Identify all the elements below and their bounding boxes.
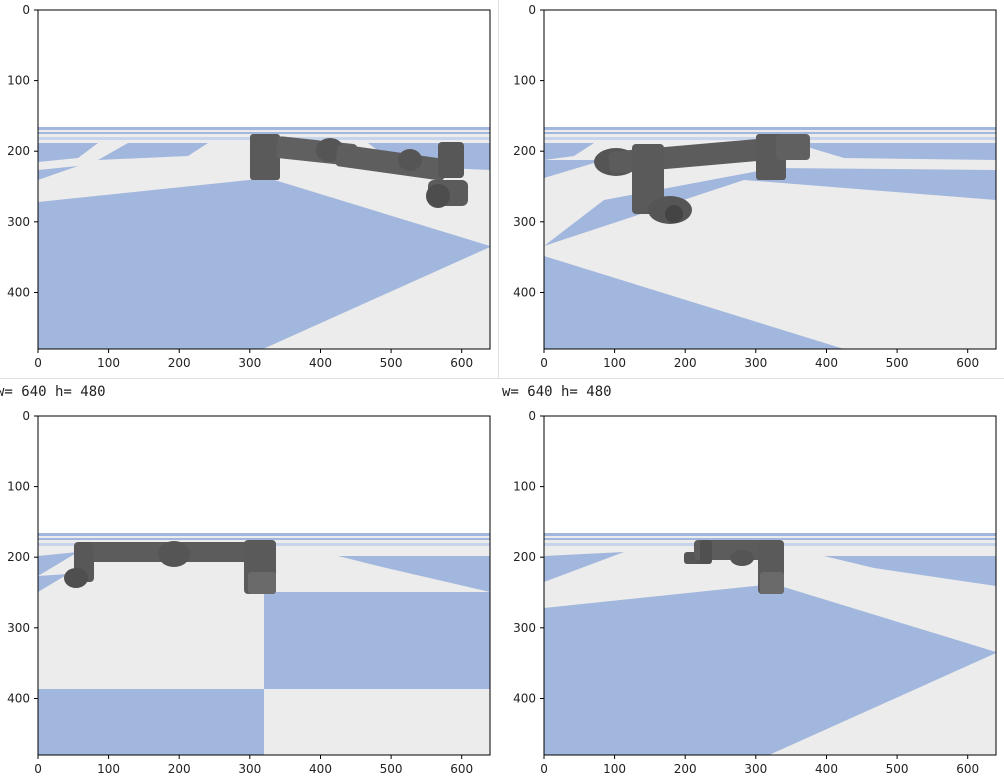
y-tick-label: 400 [7,286,30,300]
y-axis-ticks: 0 100 200 300 400 [7,409,38,706]
y-tick-label: 400 [7,692,30,706]
x-axis-ticks: 0 100 200 300 400 500 600 [34,349,473,370]
x-tick-label: 200 [674,356,697,370]
x-axis-ticks: 0 100 200 300 400 500 600 [34,755,473,776]
x-tick-label: 400 [309,762,332,776]
y-tick-label: 200 [7,144,30,158]
y-tick-label: 100 [7,480,30,494]
axes-frame [543,9,997,350]
cell-output-text-1: w= 640 h= 480 [0,384,106,400]
x-tick-label: 600 [956,356,979,370]
x-tick-label: 300 [238,762,261,776]
y-tick-label: 0 [22,409,30,423]
y-axis-ticks: 0 100 200 300 400 [7,3,38,300]
x-tick-label: 0 [540,762,548,776]
x-tick-label: 400 [815,356,838,370]
y-tick-label: 200 [513,144,536,158]
render-figure-4: 0 100 200 300 400 500 600 0 100 200 300 … [513,409,997,776]
cell-divider-vertical [498,0,499,379]
x-tick-label: 200 [168,356,191,370]
x-tick-label: 100 [97,356,120,370]
axes-frame [543,415,997,756]
axes-frame [37,9,491,350]
x-tick-label: 300 [238,356,261,370]
y-tick-label: 0 [528,3,536,17]
x-tick-label: 600 [450,762,473,776]
x-tick-label: 500 [886,762,909,776]
cell-divider-horizontal [0,378,1004,379]
render-figure-3: 0 100 200 300 400 500 600 0 100 200 300 … [7,409,491,776]
y-axis-ticks: 0 100 200 300 400 [513,3,544,300]
x-tick-label: 500 [886,356,909,370]
floor-tile-blue [38,178,490,349]
cell-output-text-2: w= 640 h= 480 [502,384,612,400]
y-tick-label: 400 [513,692,536,706]
axes-frame [37,415,491,756]
y-tick-label: 300 [7,215,30,229]
x-axis-ticks: 0 100 200 300 400 500 600 [540,349,979,370]
y-tick-label: 100 [7,74,30,88]
floor-tile-blue-2 [38,689,264,755]
x-tick-label: 200 [674,762,697,776]
x-tick-label: 600 [956,762,979,776]
x-tick-label: 300 [744,356,767,370]
floor-tile-blue [264,592,490,689]
render-figure-1: 0 100 200 300 400 500 600 0 100 200 300 … [7,3,491,370]
x-tick-label: 0 [34,356,42,370]
floor-tile-blue [544,168,996,246]
x-tick-label: 400 [815,762,838,776]
robot-arm [684,540,784,594]
y-tick-label: 300 [513,215,536,229]
robot-arm [250,134,468,208]
y-tick-label: 200 [7,550,30,564]
floor-tile-blue-2 [544,246,844,349]
x-tick-label: 100 [603,762,626,776]
x-tick-label: 0 [34,762,42,776]
y-tick-label: 300 [7,621,30,635]
y-tick-label: 0 [528,409,536,423]
y-tick-label: 300 [513,621,536,635]
x-tick-label: 500 [380,356,403,370]
robot-arm [594,134,810,224]
y-tick-label: 400 [513,286,536,300]
y-axis-ticks: 0 100 200 300 400 [513,409,544,706]
x-tick-label: 600 [450,356,473,370]
y-tick-label: 0 [22,3,30,17]
y-tick-label: 100 [513,74,536,88]
floor-tile-blue [544,584,996,755]
x-tick-label: 400 [309,356,332,370]
x-tick-label: 100 [97,762,120,776]
y-tick-label: 200 [513,550,536,564]
x-axis-ticks: 0 100 200 300 400 500 600 [540,755,979,776]
x-tick-label: 200 [168,762,191,776]
y-tick-label: 100 [513,480,536,494]
x-tick-label: 300 [744,762,767,776]
x-tick-label: 500 [380,762,403,776]
x-tick-label: 100 [603,356,626,370]
render-figure-2: 0 100 200 300 400 500 600 0 100 200 300 … [513,3,997,370]
x-tick-label: 0 [540,356,548,370]
robot-arm [64,540,276,594]
